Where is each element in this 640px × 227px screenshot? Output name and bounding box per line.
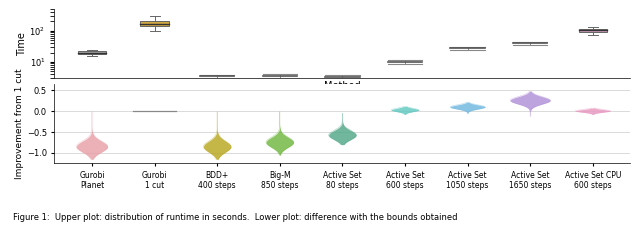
Text: Figure 1:  Upper plot: distribution of runtime in seconds.  Lower plot: differen: Figure 1: Upper plot: distribution of ru… xyxy=(13,213,458,222)
Bar xyxy=(78,51,106,54)
Bar xyxy=(141,21,169,26)
Y-axis label: Improvement from 1 cut: Improvement from 1 cut xyxy=(15,68,24,179)
Bar xyxy=(579,29,607,32)
Y-axis label: Time: Time xyxy=(17,32,27,56)
X-axis label: Method: Method xyxy=(324,81,361,91)
